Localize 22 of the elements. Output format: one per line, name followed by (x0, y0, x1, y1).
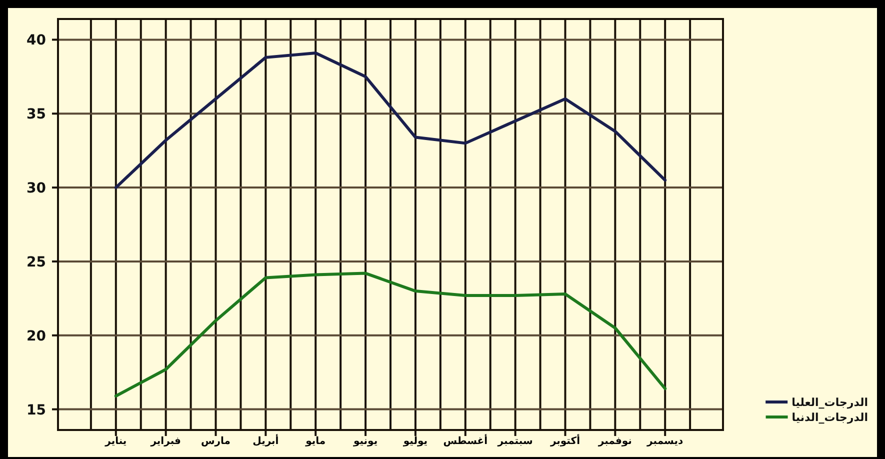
x-tick-label: ديسمبر (646, 436, 684, 447)
y-tick-label: 15 (26, 402, 46, 418)
line-series (114, 52, 667, 190)
y-tick-label: 20 (26, 328, 46, 344)
line-series (114, 272, 667, 398)
x-tick-label: نوفمبر (597, 436, 632, 447)
y-tick-label: 30 (26, 180, 46, 197)
x-tick-label: يوليو (402, 436, 428, 447)
x-tick-label: يناير (104, 436, 127, 447)
legend-label: الدرجات_العليا (792, 396, 868, 409)
x-tick-label: أغسطس (443, 434, 488, 447)
legend-label: الدرجات_الدنيا (792, 411, 868, 424)
y-tick-label: 40 (26, 32, 46, 49)
x-tick-label: سبتمبر (496, 436, 533, 447)
x-tick-label: أكتوبر (549, 434, 580, 447)
x-tick-label: فبراير (150, 436, 181, 447)
x-tick-label: مارس (201, 436, 231, 447)
x-tick-label: يونيو (352, 436, 378, 447)
y-tick-label: 25 (26, 254, 46, 270)
x-tick-label: مايو (304, 436, 326, 447)
x-tick-label: أبريل (252, 434, 279, 447)
y-tick-label: 35 (26, 106, 46, 123)
